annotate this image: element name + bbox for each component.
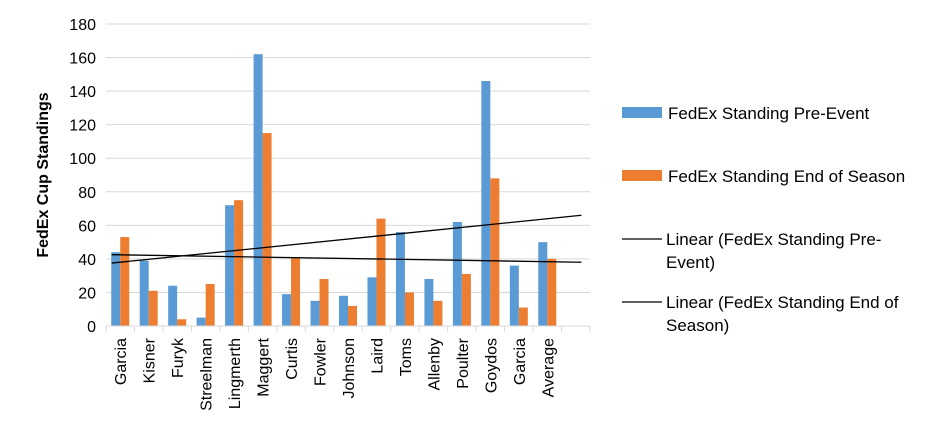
y-tick-label: 120 xyxy=(69,118,96,135)
bar-pre-event xyxy=(452,221,462,326)
bar-pre-event xyxy=(339,295,348,326)
bar-end-of-season xyxy=(319,279,329,326)
x-tick-label: Average xyxy=(540,338,557,397)
legend: FedEx Standing Pre-Event FedEx Standing E… xyxy=(622,104,905,335)
x-tick-label: Johnson xyxy=(341,338,358,399)
bar-end-of-season xyxy=(177,319,187,326)
x-tick-label: Poulter xyxy=(455,337,472,388)
x-tick-label: Kisner xyxy=(142,337,159,383)
y-tick-label: 180 xyxy=(69,17,96,34)
legend-label-trend-pre-event: Linear (FedEx Standing Pre-Event) xyxy=(666,230,881,272)
x-tick-label: Fowler xyxy=(313,337,330,386)
axes: 0 20 40 60 80 100 120 140 160 180 Garcia Kisner Fury… xyxy=(69,17,591,411)
bar-end-of-season xyxy=(518,307,528,326)
bar-pre-event xyxy=(538,242,548,326)
bar-end-of-season xyxy=(490,178,500,326)
y-tick-label: 160 xyxy=(69,51,96,68)
bar-end-of-season xyxy=(148,290,158,326)
trendline xyxy=(111,214,582,264)
bar-end-of-season xyxy=(234,200,244,326)
bar-pre-event xyxy=(367,277,377,326)
bar-pre-event xyxy=(253,54,263,326)
bar-end-of-season xyxy=(348,305,357,326)
bar-pre-event xyxy=(424,279,434,326)
y-axis-title: FedEx Cup Standings xyxy=(35,92,52,257)
legend-swatch-end-of-season xyxy=(622,170,662,181)
bar-pre-event xyxy=(509,265,519,326)
bars xyxy=(111,54,557,327)
x-tick-label: Goydos xyxy=(483,338,500,393)
bar-pre-event xyxy=(196,317,206,326)
legend-swatch-pre-event xyxy=(622,107,662,118)
x-tick-label: Allenby xyxy=(426,338,443,390)
y-tick-label: 0 xyxy=(87,319,96,336)
x-tick-label: Streelman xyxy=(199,338,216,411)
trendline xyxy=(111,254,582,263)
x-tick-label: Laird xyxy=(369,338,386,374)
legend-label-trend-end-of-season: Linear (FedEx Standing End of Season) xyxy=(666,293,899,335)
y-tick-label: 20 xyxy=(78,285,96,302)
bar-end-of-season xyxy=(461,273,471,326)
bar-end-of-season xyxy=(404,292,414,326)
bar-end-of-season xyxy=(120,237,130,326)
bar-pre-event xyxy=(282,294,292,326)
legend-label-end-of-season: FedEx Standing End of Season xyxy=(668,167,905,186)
x-tick-label: Curtis xyxy=(284,338,301,380)
bar-pre-event xyxy=(310,300,320,326)
bar-end-of-season xyxy=(433,300,443,326)
x-tick-label: Maggert xyxy=(256,337,273,396)
x-tick-label: Toms xyxy=(398,338,415,376)
y-tick-label: 140 xyxy=(69,84,96,101)
bar-pre-event xyxy=(111,252,121,326)
bar-pre-event xyxy=(139,260,149,326)
x-tick-label: Lingmerth xyxy=(227,338,244,409)
bar-end-of-season xyxy=(205,284,215,326)
bar-pre-event xyxy=(225,205,235,326)
x-tick-label: Garcia xyxy=(113,338,130,385)
bar-pre-event xyxy=(481,81,491,327)
trendlines xyxy=(111,214,582,264)
bar-end-of-season xyxy=(291,257,301,326)
bar-pre-event xyxy=(168,285,178,326)
y-tick-label: 100 xyxy=(69,151,96,168)
bar-end-of-season xyxy=(547,258,557,326)
gridlines xyxy=(106,23,590,327)
bar-pre-event xyxy=(395,232,405,326)
y-tick-label: 80 xyxy=(78,185,96,202)
bar-end-of-season xyxy=(262,133,272,326)
x-tick-label: Garcia xyxy=(512,338,529,385)
x-tick-label: Furyk xyxy=(170,337,187,378)
y-tick-label: 40 xyxy=(78,252,96,269)
bar-end-of-season xyxy=(376,218,386,326)
legend-label-pre-event: FedEx Standing Pre-Event xyxy=(668,104,870,123)
y-tick-label: 60 xyxy=(78,218,96,235)
